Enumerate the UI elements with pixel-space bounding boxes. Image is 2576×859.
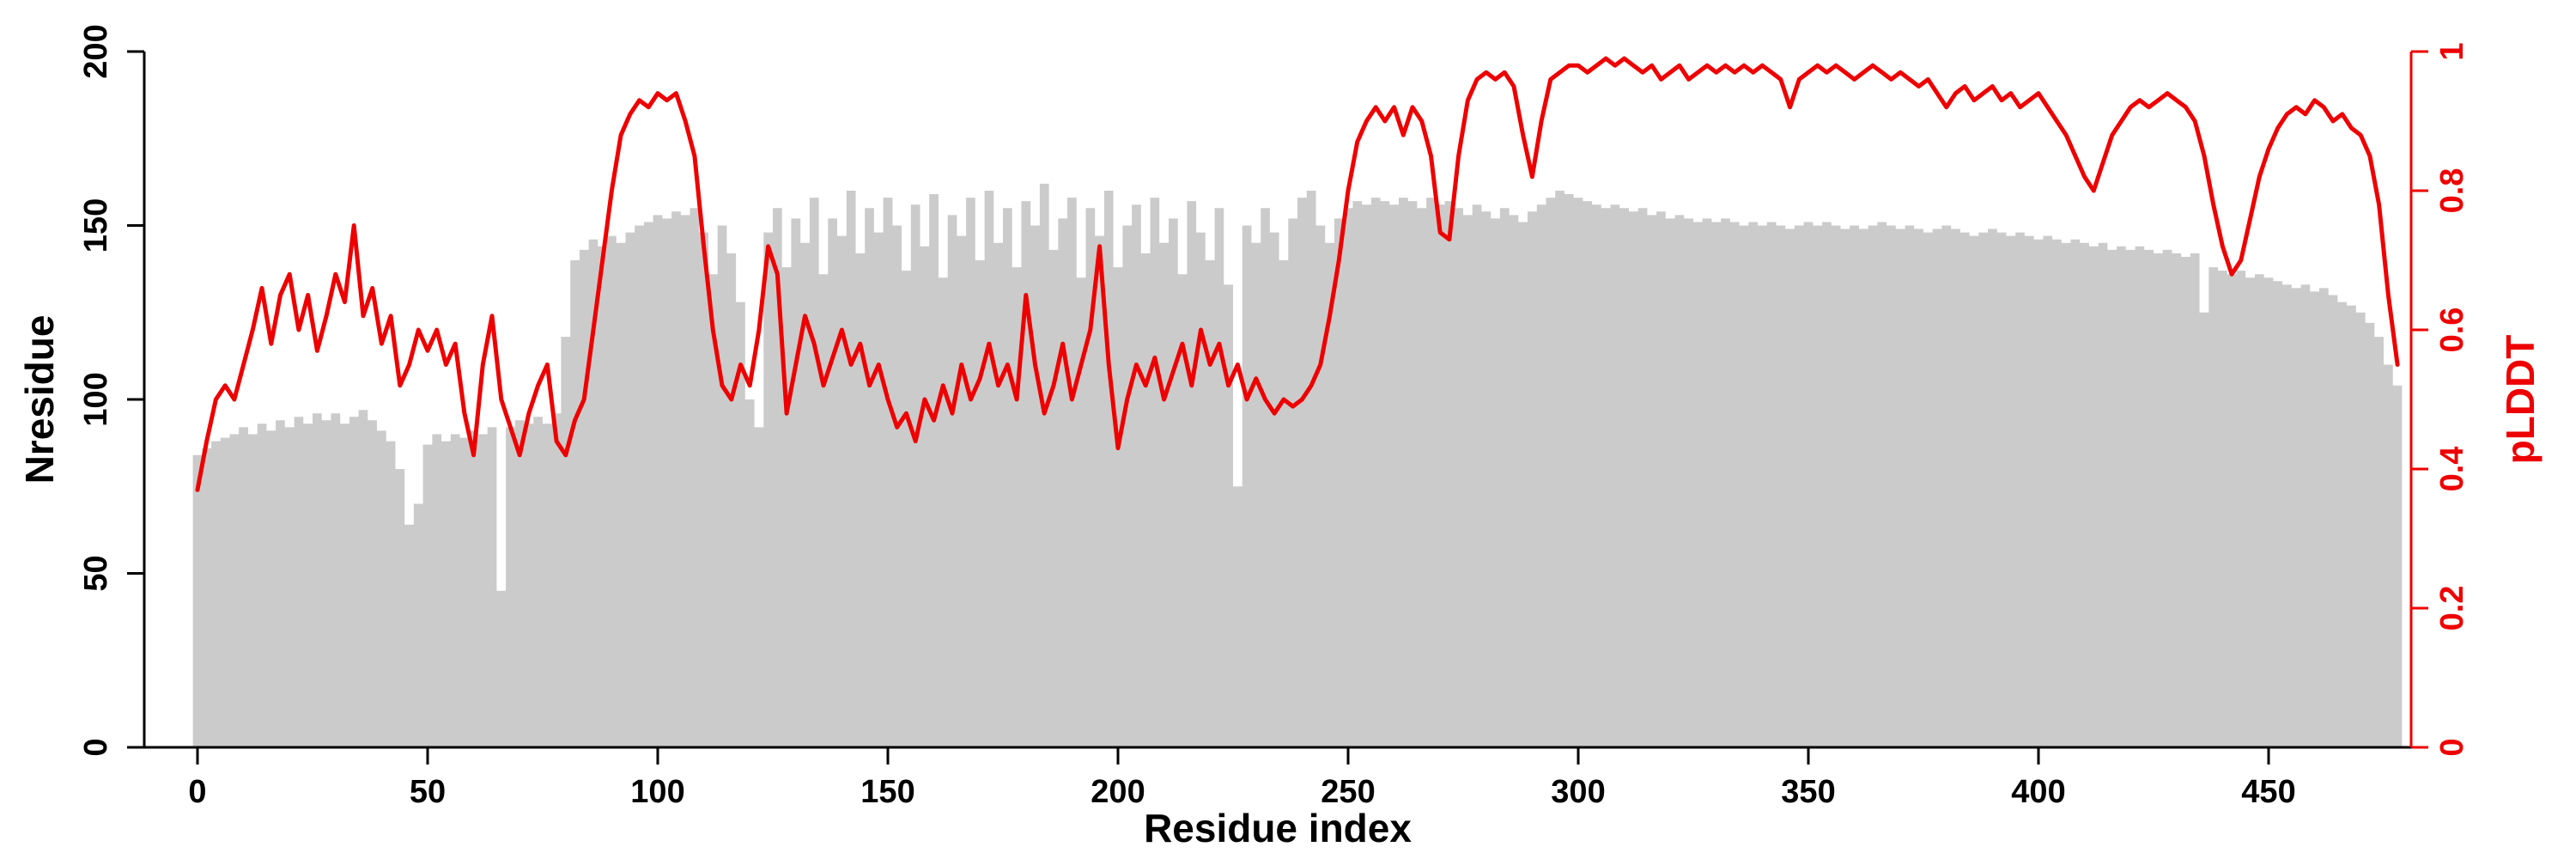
y-left-tick-label: 100 xyxy=(78,372,114,426)
y-right-tick-label: 0.6 xyxy=(2434,308,2470,353)
y-left-tick-label: 200 xyxy=(78,24,114,78)
x-tick-label: 200 xyxy=(1091,774,1145,810)
x-axis-title: Residue index xyxy=(1144,806,1412,850)
left-axis-title: Nresidue xyxy=(17,314,62,484)
y-left-tick-label: 0 xyxy=(78,738,114,756)
y-left-tick-label: 50 xyxy=(78,555,114,591)
y-right-tick-label: 0 xyxy=(2434,738,2470,756)
x-tick-label: 50 xyxy=(410,774,446,810)
x-tick-label: 0 xyxy=(188,774,206,810)
x-tick-label: 350 xyxy=(1781,774,1835,810)
plddt-line xyxy=(195,56,2400,492)
y-right-tick-label: 0.4 xyxy=(2434,447,2470,492)
nresidue-bars xyxy=(192,183,2403,747)
x-tick-label: 400 xyxy=(2011,774,2065,810)
right-axis-title: pLDDT xyxy=(2498,334,2543,465)
y-left-tick-label: 150 xyxy=(78,198,114,253)
x-tick-label: 100 xyxy=(630,774,684,810)
x-tick-label: 300 xyxy=(1551,774,1605,810)
y-right-tick-label: 0.8 xyxy=(2434,168,2470,214)
x-tick-label: 150 xyxy=(860,774,914,810)
x-tick-label: 250 xyxy=(1321,774,1375,810)
x-tick-label: 450 xyxy=(2241,774,2295,810)
y-right-tick-label: 0.2 xyxy=(2434,586,2470,631)
y-right-tick-label: 1 xyxy=(2434,42,2470,60)
